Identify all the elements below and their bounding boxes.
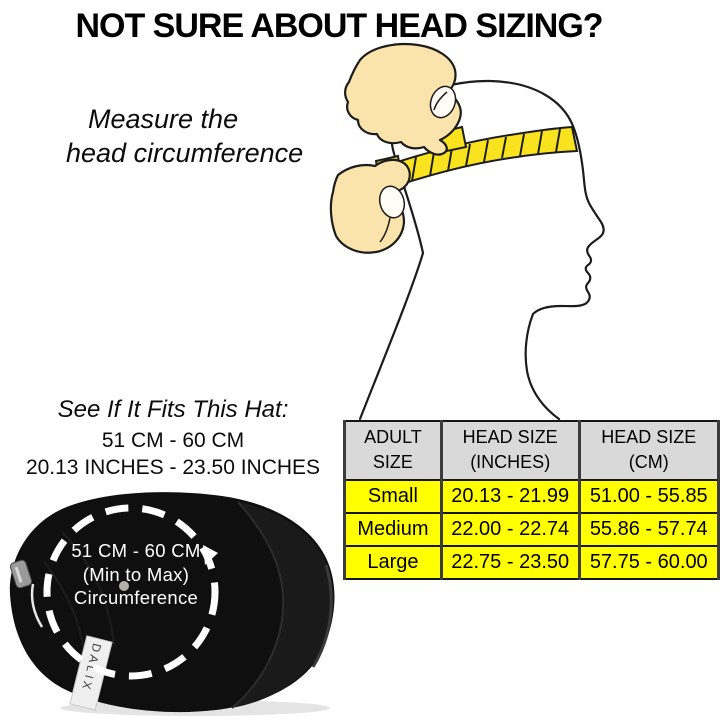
fit-note-cm-range: 51 CM - 60 CM <box>101 429 245 452</box>
col-header-head-size-cm: HEAD SIZE (CM) <box>577 420 720 481</box>
cap-brim-highlight <box>311 564 333 668</box>
measure-note-line1: Measure the <box>88 104 239 134</box>
header-text: (INCHES) <box>470 452 551 472</box>
cell-cm: 55.86 - 57.74 <box>577 512 720 547</box>
cap-brim-seam <box>231 501 285 709</box>
cell-inches: 22.00 - 22.74 <box>439 512 581 547</box>
fit-note-heading: See If It Fits This Hat: <box>57 396 289 423</box>
cell-size: Medium <box>343 512 443 547</box>
header-text: SIZE <box>372 452 413 472</box>
hand-top-shape <box>344 42 462 156</box>
table-row-small: Small 20.13 - 21.99 51.00 - 55.85 <box>343 479 720 514</box>
size-table: ADULT SIZE HEAD SIZE (INCHES) HEAD SIZE … <box>343 420 720 580</box>
circle-arrow-icon <box>203 545 218 565</box>
header-text: HEAD SIZE <box>601 427 697 447</box>
header-text: HEAD SIZE <box>462 427 558 447</box>
cap-label-line2: (Min to Max) <box>83 564 189 585</box>
brand-tag-label <box>69 635 113 711</box>
cell-size: Large <box>343 545 443 580</box>
header-text: ADULT <box>364 427 422 447</box>
hand-top <box>344 42 462 156</box>
col-header-adult-size: ADULT SIZE <box>343 420 443 481</box>
cell-inches: 22.75 - 23.50 <box>439 545 581 580</box>
cell-cm: 57.75 - 60.00 <box>577 545 720 580</box>
hand-top-crease <box>433 91 448 111</box>
measure-note-line2: head circumference <box>66 138 304 168</box>
fit-note: See If It Fits This Hat: 51 CM - 60 CM 2… <box>0 396 346 481</box>
cap-label-line1: 51 CM - 60 CM <box>71 540 200 561</box>
hand-top-finger-gap <box>429 85 457 119</box>
cap-photo: DALIX 51 CM - 60 CM (Min to Max) Circumf… <box>9 492 335 716</box>
buckle-body <box>9 559 33 589</box>
cell-cm: 51.00 - 55.85 <box>577 479 720 514</box>
cap-label-line3: Circumference <box>74 587 198 608</box>
table-row-large: Large 22.75 - 23.50 57.75 - 60.00 <box>343 545 720 580</box>
measure-note: Measure the head circumference <box>66 102 303 170</box>
page-title: NOT SURE ABOUT HEAD SIZING? <box>75 7 603 45</box>
cap-strap-gap <box>30 583 44 628</box>
cell-size: Small <box>343 479 443 514</box>
cell-inches: 20.13 - 21.99 <box>439 479 581 514</box>
size-table-header-row: ADULT SIZE HEAD SIZE (INCHES) HEAD SIZE … <box>343 420 720 481</box>
table-row-medium: Medium 22.00 - 22.74 55.86 - 57.74 <box>343 512 720 547</box>
cap-button-dot <box>119 581 129 591</box>
buckle-highlight <box>14 566 23 583</box>
cap-inner-label: 51 CM - 60 CM (Min to Max) Circumference <box>71 540 200 608</box>
hand-bottom <box>329 158 411 254</box>
header-text: (CM) <box>628 452 669 472</box>
col-header-head-size-inches: HEAD SIZE (INCHES) <box>439 420 581 481</box>
fit-note-inches-range: 20.13 INCHES - 23.50 INCHES <box>25 456 321 479</box>
strap-buckle <box>9 559 33 589</box>
dashed-measure-circle <box>43 504 219 680</box>
head-measuring-illustration <box>329 42 605 421</box>
hand-bottom-finger-gap <box>378 185 406 219</box>
hand-bottom-crease <box>379 217 391 243</box>
